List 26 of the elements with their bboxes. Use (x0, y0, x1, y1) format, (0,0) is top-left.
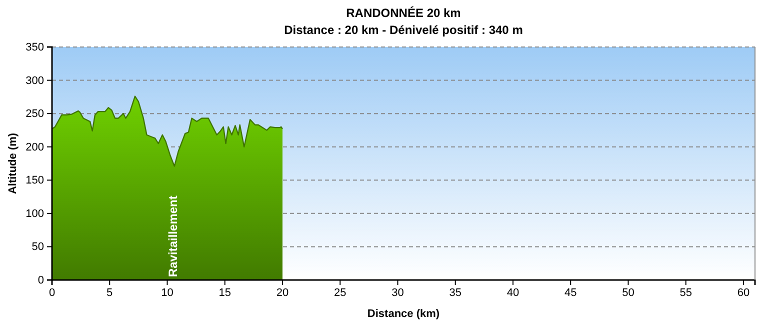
chart-subtitle: Distance : 20 km - Dénivelé positif : 340 m (284, 23, 523, 37)
x-tick-label: 30 (392, 286, 404, 299)
y-tick-label: 350 (26, 42, 44, 54)
y-tick-label: 0 (38, 274, 44, 287)
y-tick-label: 250 (26, 108, 44, 120)
x-tick-label: 20 (276, 286, 289, 299)
x-tick-label: 25 (334, 286, 346, 299)
x-tick-label: 60 (737, 286, 750, 299)
x-tick-label: 15 (218, 286, 231, 299)
x-axis-title: Distance (km) (367, 308, 440, 320)
y-tick-label: 150 (26, 174, 44, 187)
y-axis-title: Altitude (m) (7, 132, 19, 194)
y-tick-label: 50 (32, 241, 44, 254)
y-tick-label: 100 (26, 208, 44, 220)
y-tick-label: 300 (26, 74, 44, 87)
x-tick-label: 10 (161, 286, 174, 299)
x-tick-label: 0 (48, 286, 56, 299)
x-tick-label: 45 (564, 286, 577, 299)
x-tick-label: 40 (506, 286, 520, 299)
chart-title: RANDONNÉE 20 km (346, 6, 461, 20)
x-tick-label: 35 (449, 286, 462, 299)
x-tick-label: 5 (106, 286, 113, 299)
x-tick-label: 50 (622, 286, 634, 299)
y-tick-label: 200 (26, 141, 44, 154)
annotation: Ravitaillement (166, 196, 180, 277)
x-tick-label: 55 (680, 286, 692, 299)
